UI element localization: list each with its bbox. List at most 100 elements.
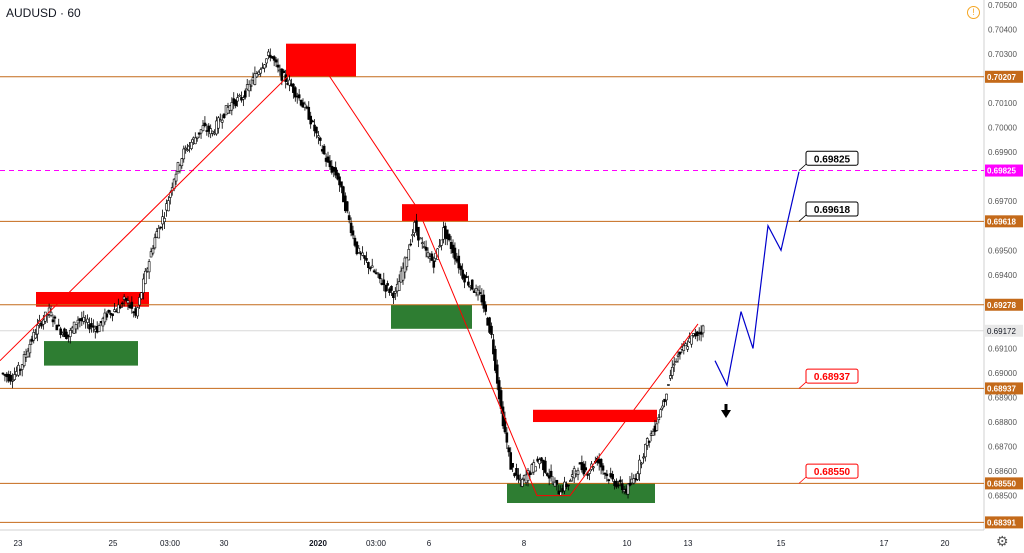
candle-body [447, 234, 451, 241]
y-tick-label: 0.68700 [988, 443, 1017, 452]
candle-body [347, 215, 351, 220]
x-tick-label: 6 [427, 539, 432, 548]
candle-body [686, 346, 689, 350]
candle-body [22, 354, 26, 367]
gear-icon[interactable]: ⚙ [996, 533, 1009, 549]
candle-body [317, 135, 320, 138]
candle-body [243, 90, 247, 98]
candle-body [342, 186, 345, 203]
candle-body [276, 64, 280, 68]
candle-body [76, 319, 80, 324]
callout-label: 0.68937 [814, 372, 851, 383]
candle-body [684, 343, 688, 347]
candle-body [588, 470, 591, 474]
candle-body [453, 247, 457, 260]
candle-body [178, 165, 182, 172]
candle-body [415, 220, 418, 232]
candle-body [193, 137, 197, 145]
candle-body [107, 309, 111, 313]
current-price-tag [985, 324, 1023, 337]
x-tick-label: 30 [220, 539, 229, 548]
candle-body [482, 294, 486, 309]
candle-body [465, 276, 468, 278]
candle-body [82, 317, 86, 322]
candle-body [669, 375, 672, 379]
candle-body [190, 142, 193, 149]
candle-body [242, 97, 245, 100]
candle-body [203, 122, 207, 126]
candle-body [430, 253, 434, 261]
candle-body [599, 458, 603, 468]
candle-body [199, 129, 203, 134]
candle-body [549, 470, 553, 477]
candle-body [20, 364, 24, 370]
level-price-tag [985, 298, 1023, 311]
candle-body [9, 374, 12, 382]
candle-body [230, 102, 234, 111]
x-tick-label: 25 [109, 539, 118, 548]
candle-body [390, 285, 393, 291]
candle-body [701, 325, 705, 334]
candle-body [509, 452, 513, 470]
candle-body [409, 243, 412, 246]
candle-body [319, 137, 322, 141]
candle-body [407, 249, 411, 261]
candle-body [263, 64, 266, 69]
candle-body [592, 466, 595, 469]
candle-body [497, 380, 501, 400]
x-tick-label: 03:00 [160, 539, 181, 548]
x-tick-label: 8 [522, 539, 527, 548]
up-arrow-icon [721, 404, 731, 418]
candle-body [274, 59, 278, 63]
candle-body [363, 255, 366, 259]
candle-body [211, 130, 214, 134]
candle-body [297, 94, 301, 99]
callout-box [805, 463, 859, 479]
candle-body [92, 325, 95, 328]
candle-body [265, 58, 268, 64]
candle-body [138, 297, 141, 306]
y-tick-label: 0.70500 [988, 1, 1017, 10]
candle-body [186, 149, 189, 151]
candle-body [397, 281, 401, 292]
candle-body [655, 423, 659, 431]
callout-label: 0.69825 [814, 154, 851, 165]
candle-body [117, 304, 120, 314]
candle-body [34, 334, 37, 339]
candle-body [490, 325, 493, 335]
level-price-tag [985, 516, 1023, 529]
candle-body [540, 457, 543, 462]
candle-body [136, 307, 139, 317]
candle-body [617, 484, 620, 487]
projection-path [714, 171, 800, 388]
resistance-zone [533, 409, 657, 423]
x-tick-label: 03:00 [366, 539, 387, 548]
candle-body [463, 274, 466, 283]
info-icon[interactable]: ! [967, 6, 980, 19]
candle-body [492, 339, 495, 355]
candle-body [53, 316, 57, 319]
candle-body [545, 473, 549, 476]
y-tick-label: 0.68600 [988, 467, 1017, 476]
candle-body [378, 273, 382, 280]
candle-body [657, 417, 661, 421]
current-price-label: 0.69172 [987, 327, 1016, 336]
candle-body [180, 158, 184, 167]
candle-body [26, 350, 30, 358]
candle-body [678, 351, 682, 355]
candle-body [328, 160, 332, 168]
candle-body [388, 288, 391, 293]
candle-body [355, 241, 359, 255]
candle-body [382, 279, 386, 286]
candle-body [495, 364, 499, 384]
candle-body [294, 87, 297, 98]
candle-body [626, 483, 630, 495]
candle-body [372, 270, 376, 273]
callout-leader [798, 214, 807, 222]
candle-body [659, 409, 663, 418]
candle-body [528, 472, 532, 475]
candle-body [153, 237, 157, 249]
candle-body [234, 99, 237, 107]
candle-body [197, 132, 201, 135]
